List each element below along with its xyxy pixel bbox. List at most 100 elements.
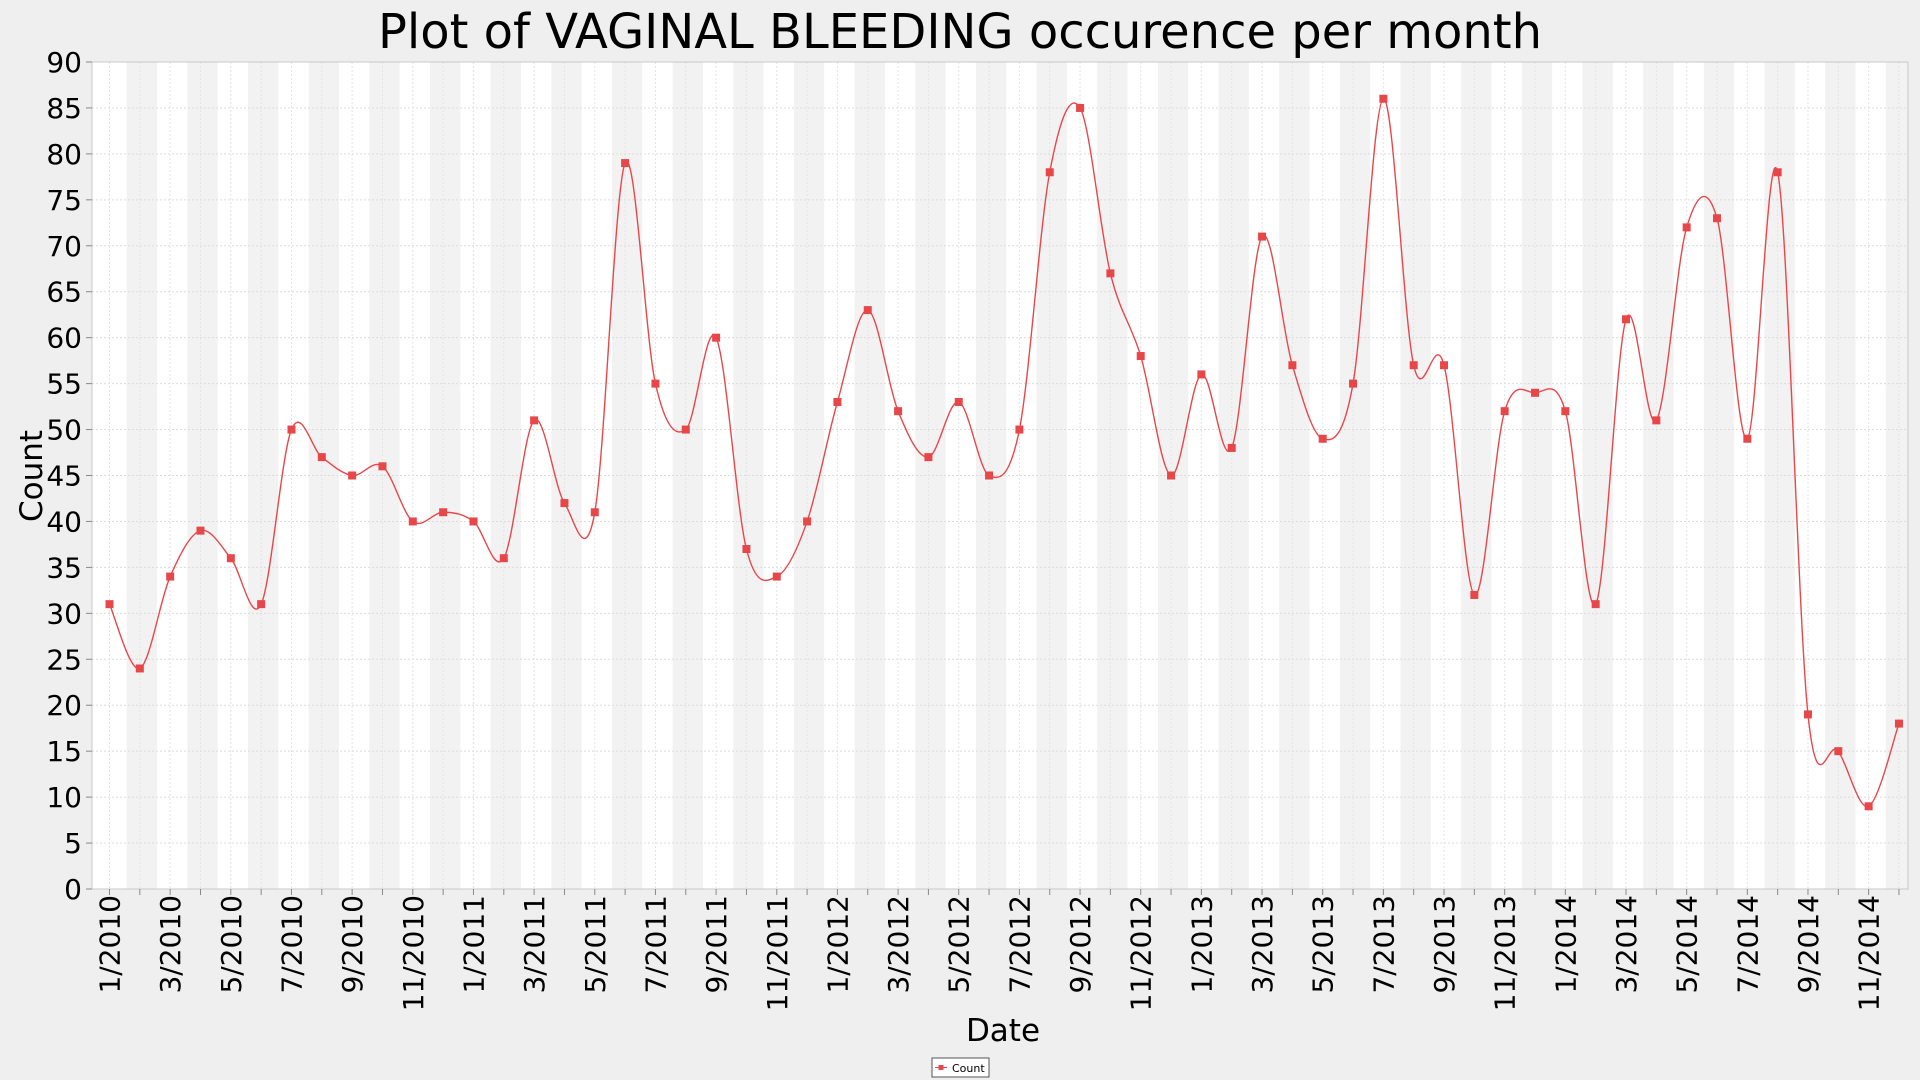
data-point <box>135 664 144 673</box>
y-tick-label: 5 <box>64 827 82 860</box>
y-tick-label: 20 <box>46 689 82 722</box>
data-point <box>196 526 205 535</box>
x-tick-label: 1/2012 <box>821 895 854 994</box>
data-point <box>1834 747 1843 756</box>
data-point <box>1652 416 1661 425</box>
x-tick-label: 5/2011 <box>579 895 612 994</box>
legend-marker-sample <box>938 1065 944 1070</box>
data-point <box>1197 370 1206 379</box>
x-tick-label: 3/2011 <box>518 895 551 994</box>
x-tick-label: 9/2014 <box>1792 895 1825 994</box>
x-tick-label: 11/2010 <box>397 895 430 1011</box>
x-tick-label: 9/2011 <box>700 895 733 994</box>
y-tick-label: 55 <box>46 368 82 401</box>
x-tick-label: 7/2012 <box>1003 895 1036 994</box>
y-tick-label: 65 <box>46 276 82 309</box>
y-tick-label: 45 <box>46 460 82 493</box>
data-point <box>1894 719 1903 728</box>
data-point <box>317 453 326 462</box>
y-tick-label: 15 <box>46 735 82 768</box>
x-tick-label: 3/2010 <box>154 895 187 994</box>
y-tick-label: 85 <box>46 92 82 125</box>
x-tick-label: 7/2011 <box>639 895 672 994</box>
data-point <box>408 517 417 526</box>
data-point <box>1743 434 1752 443</box>
data-point <box>166 572 175 581</box>
data-point <box>742 545 751 554</box>
x-tick-label: 11/2011 <box>761 895 794 1011</box>
data-point <box>1409 361 1418 370</box>
data-point <box>1712 214 1721 223</box>
y-tick-label: 50 <box>46 414 82 447</box>
data-point <box>1136 352 1145 361</box>
data-point <box>1045 168 1054 177</box>
x-tick-label: 7/2014 <box>1731 895 1764 994</box>
series-line-count <box>108 98 1900 808</box>
data-point <box>257 600 266 609</box>
data-point <box>1773 168 1782 177</box>
data-point <box>1349 379 1358 388</box>
y-tick-label: 40 <box>46 505 82 538</box>
data-point <box>1076 103 1085 112</box>
data-point <box>499 554 508 563</box>
data-point <box>1318 434 1327 443</box>
data-point <box>226 554 235 563</box>
data-point <box>954 397 963 406</box>
data-point <box>1864 802 1873 811</box>
x-tick-label: 1/2010 <box>94 895 127 994</box>
y-tick-label: 60 <box>46 322 82 355</box>
y-tick-label: 30 <box>46 597 82 630</box>
data-point <box>1379 94 1388 103</box>
y-tick-label: 35 <box>46 551 82 584</box>
data-point <box>469 517 478 526</box>
data-point <box>1258 232 1267 241</box>
x-tick-label: 9/2012 <box>1064 895 1097 994</box>
data-point <box>621 159 630 168</box>
x-axis-title: Date <box>966 1013 1040 1049</box>
y-tick-label: 10 <box>46 781 82 814</box>
data-point <box>863 306 872 315</box>
data-point <box>1622 315 1630 324</box>
data-point <box>833 397 842 406</box>
x-tick-label: 1/2011 <box>457 895 490 994</box>
data-point <box>985 471 994 480</box>
data-point <box>712 333 721 342</box>
series-markers <box>105 94 1903 811</box>
data-point <box>105 600 114 609</box>
x-tick-label: 11/2014 <box>1853 895 1886 1011</box>
y-tick-label: 70 <box>46 230 82 263</box>
x-tick-label: 1/2014 <box>1549 895 1582 994</box>
data-point <box>651 379 660 388</box>
x-tick-label: 3/2014 <box>1610 895 1643 994</box>
data-point <box>1440 361 1449 370</box>
legend-box <box>931 1057 990 1078</box>
grid-lines <box>92 61 1908 890</box>
data-point <box>1803 710 1812 719</box>
x-axis-ticks: 1/2010 3/2010 5/2010 7/2010 9/2010 11/2010 1/2… <box>94 889 1900 1011</box>
x-tick-label: 5/2010 <box>215 895 248 994</box>
data-point <box>378 462 387 471</box>
data-point <box>1288 361 1297 370</box>
x-tick-label: 7/2013 <box>1367 895 1400 994</box>
data-point <box>530 416 539 425</box>
data-point <box>1500 407 1509 416</box>
data-point <box>1015 425 1024 434</box>
data-point <box>1167 471 1176 480</box>
data-point <box>772 572 781 581</box>
chart-title: Plot of VAGINAL BLEEDING occurence per m… <box>378 4 1542 60</box>
data-point <box>1106 269 1115 278</box>
x-tick-label: 9/2013 <box>1428 895 1461 994</box>
y-tick-label: 90 <box>46 46 82 79</box>
data-point <box>560 499 569 508</box>
x-tick-label: 5/2013 <box>1307 895 1340 994</box>
data-point <box>348 471 357 480</box>
x-tick-label: 3/2012 <box>882 895 915 994</box>
data-point <box>681 425 690 434</box>
x-tick-label: 5/2014 <box>1671 895 1704 994</box>
data-point <box>1227 443 1236 452</box>
data-point <box>287 425 296 434</box>
y-axis-title: Count <box>14 430 50 522</box>
x-tick-label: 1/2013 <box>1185 895 1218 994</box>
